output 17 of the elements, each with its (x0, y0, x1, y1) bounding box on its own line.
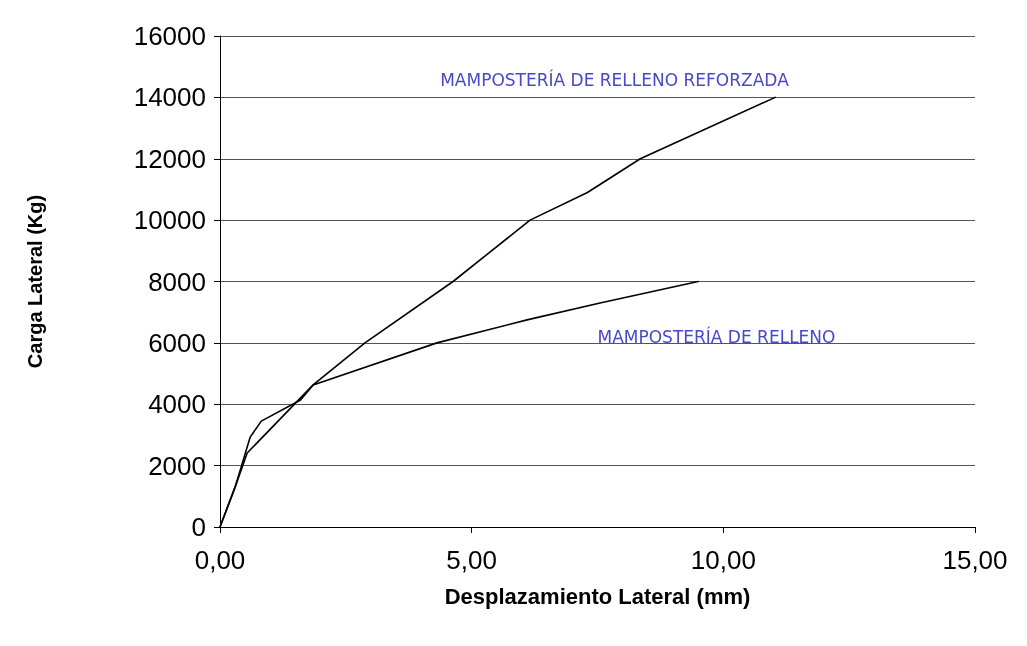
x-axis-title: Desplazamiento Lateral (mm) (444, 583, 751, 609)
x-tick-label: 0,00 (194, 545, 246, 575)
y-tick-label: 8000 (148, 266, 206, 297)
y-tick-label: 12000 (133, 143, 206, 174)
y-tick-label: 6000 (148, 327, 206, 358)
x-tick-label: 10,00 (690, 545, 756, 575)
series-label: MAMPOSTERÍA DE RELLENO (597, 325, 836, 347)
y-tick-label: 14000 (133, 82, 206, 113)
y-tick-label: 4000 (148, 389, 206, 420)
y-tick-label: 16000 (133, 21, 206, 51)
y-tick-label: 0 (191, 512, 206, 542)
x-tick-label: 15,00 (942, 545, 1008, 575)
x-tick-label: 5,00 (446, 545, 497, 575)
y-axis-title: Carga Lateral (Kg) (24, 194, 46, 369)
series-label: MAMPOSTERÍA DE RELLENO REFORZADA (440, 69, 790, 91)
y-tick-label: 10000 (133, 205, 206, 236)
y-tick-label: 2000 (148, 450, 206, 481)
